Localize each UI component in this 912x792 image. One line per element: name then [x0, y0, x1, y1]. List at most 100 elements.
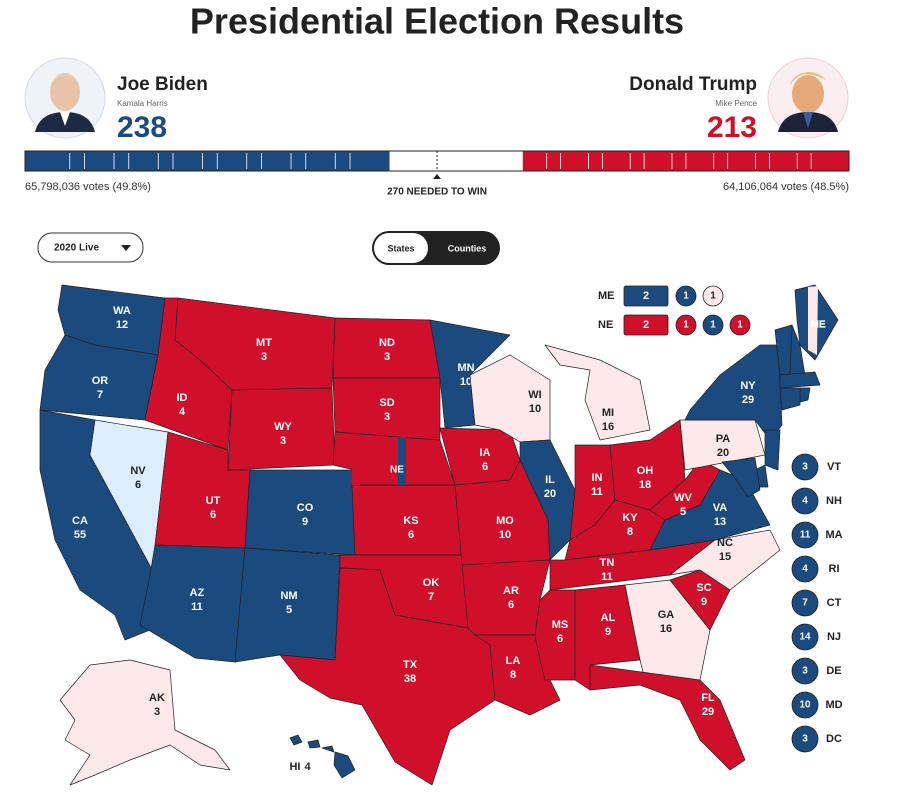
small-state-ev: 3 — [802, 666, 808, 677]
small-state-abbr: MA — [825, 529, 842, 541]
small-state-circle[interactable] — [791, 521, 819, 549]
state-shape[interactable] — [307, 739, 321, 749]
state-ev: 10 — [460, 376, 472, 388]
state-shape[interactable] — [779, 387, 801, 411]
state-shape[interactable] — [684, 344, 783, 441]
state-shape[interactable] — [333, 751, 356, 779]
small-state-circle[interactable] — [791, 589, 819, 617]
district-ev: 2 — [643, 290, 649, 302]
district-circle — [702, 314, 724, 336]
state-shape[interactable] — [721, 457, 761, 498]
state-ev: 5 — [680, 506, 686, 518]
state-shape[interactable] — [519, 439, 576, 561]
needed-arrow — [433, 174, 441, 179]
state-ev: 12 — [116, 319, 128, 331]
state-abbr: MN — [457, 362, 474, 374]
view-toggle[interactable]: States Counties — [372, 231, 500, 265]
state-ev: 13 — [714, 516, 726, 528]
dropdown-label[interactable]: 2020 Live — [54, 243, 99, 254]
state-shape[interactable] — [649, 459, 721, 521]
small-state-ev: 7 — [802, 598, 808, 609]
state-ev: 29 — [742, 394, 754, 406]
small-state-circle[interactable] — [791, 555, 819, 583]
small-state-abbr: NJ — [827, 631, 841, 643]
state-ev: 6 — [408, 529, 414, 541]
state-shape[interactable] — [589, 664, 746, 771]
state-ev: 3 — [261, 351, 267, 363]
state-abbr: ID — [177, 392, 188, 404]
state-abbr: OR — [92, 375, 109, 387]
state-ev: 11 — [191, 601, 203, 613]
state-abbr: KY — [622, 512, 638, 524]
state-shape[interactable] — [764, 429, 781, 471]
running-mate: Kamala Harris — [117, 99, 168, 108]
state-ev: 4 — [179, 406, 186, 418]
small-state-circle[interactable] — [791, 487, 819, 515]
trump-photo — [767, 57, 849, 139]
small-state-circle[interactable] — [791, 657, 819, 685]
state-shape[interactable] — [59, 659, 231, 786]
state-abbr: NY — [740, 380, 756, 392]
state-shape[interactable] — [321, 745, 335, 753]
state-ev: 6 — [210, 509, 216, 521]
small-state-ev: 14 — [799, 632, 811, 643]
biden-photo — [24, 57, 106, 139]
state-abbr: IL — [545, 474, 555, 486]
year-dropdown[interactable]: 2020 Live — [37, 232, 144, 263]
state-ev: 9 — [701, 596, 707, 608]
district-circle — [675, 285, 697, 307]
state-abbr: NC — [717, 537, 733, 549]
state-ev: 16 — [660, 623, 672, 635]
state-ev: 10 — [499, 529, 511, 541]
small-state-circle[interactable] — [791, 725, 819, 753]
state-abbr: UT — [206, 495, 221, 507]
state-abbr: MT — [256, 337, 272, 349]
state-ev: 5 — [286, 604, 292, 616]
state-abbr: FL — [701, 692, 715, 704]
toggle-counties[interactable]: Counties — [448, 243, 487, 253]
state-abbr: IA — [480, 447, 491, 459]
state-shape[interactable] — [779, 371, 821, 389]
state-ev: 20 — [544, 488, 556, 500]
state-ev: 29 — [702, 706, 714, 718]
small-state-abbr: MD — [825, 699, 842, 711]
state-ev: 3 — [384, 411, 390, 423]
state-ev: 11 — [591, 486, 603, 498]
split-abbr: ME — [598, 290, 615, 302]
state-abbr: PA — [716, 433, 731, 445]
state-ev: 7 — [97, 389, 103, 401]
state-abbr: ND — [379, 337, 395, 349]
district-ev: 1 — [710, 291, 716, 302]
state-abbr: OH — [637, 465, 654, 477]
state-abbr: MI — [602, 407, 614, 419]
small-state-ev: 4 — [802, 496, 808, 507]
split-abbr: NE — [598, 319, 613, 331]
state-abbr: IN — [592, 472, 603, 484]
small-state-circle[interactable] — [791, 623, 819, 651]
state-ev: 6 — [508, 599, 514, 611]
state-shape[interactable] — [799, 387, 811, 403]
toggle-states[interactable]: States — [387, 243, 414, 253]
candidate-name: Donald Trump — [629, 74, 757, 95]
state-shape[interactable] — [279, 567, 496, 786]
small-state-circle[interactable] — [791, 453, 819, 481]
state-shape[interactable] — [332, 377, 441, 441]
state-ev: 16 — [602, 421, 614, 433]
small-state-circle[interactable] — [791, 691, 819, 719]
state-abbr: AK — [149, 692, 165, 704]
state-shape[interactable] — [289, 734, 303, 746]
state-ev: 10 — [529, 403, 541, 415]
small-state-ev: 3 — [802, 462, 808, 473]
state-abbr: LA — [506, 655, 521, 667]
small-state-ev: 10 — [799, 700, 811, 711]
state-shape[interactable] — [534, 589, 576, 681]
state-shape[interactable] — [544, 344, 651, 441]
state-ev: 55 — [74, 529, 86, 541]
state-abbr: VA — [713, 502, 728, 514]
district-circle — [675, 314, 697, 336]
state-label: HI 4 — [289, 761, 311, 773]
small-state-ev: 4 — [802, 564, 808, 575]
state-abbr: CO — [297, 502, 314, 514]
state-abbr: SC — [696, 582, 711, 594]
state-abbr: WA — [113, 305, 131, 317]
